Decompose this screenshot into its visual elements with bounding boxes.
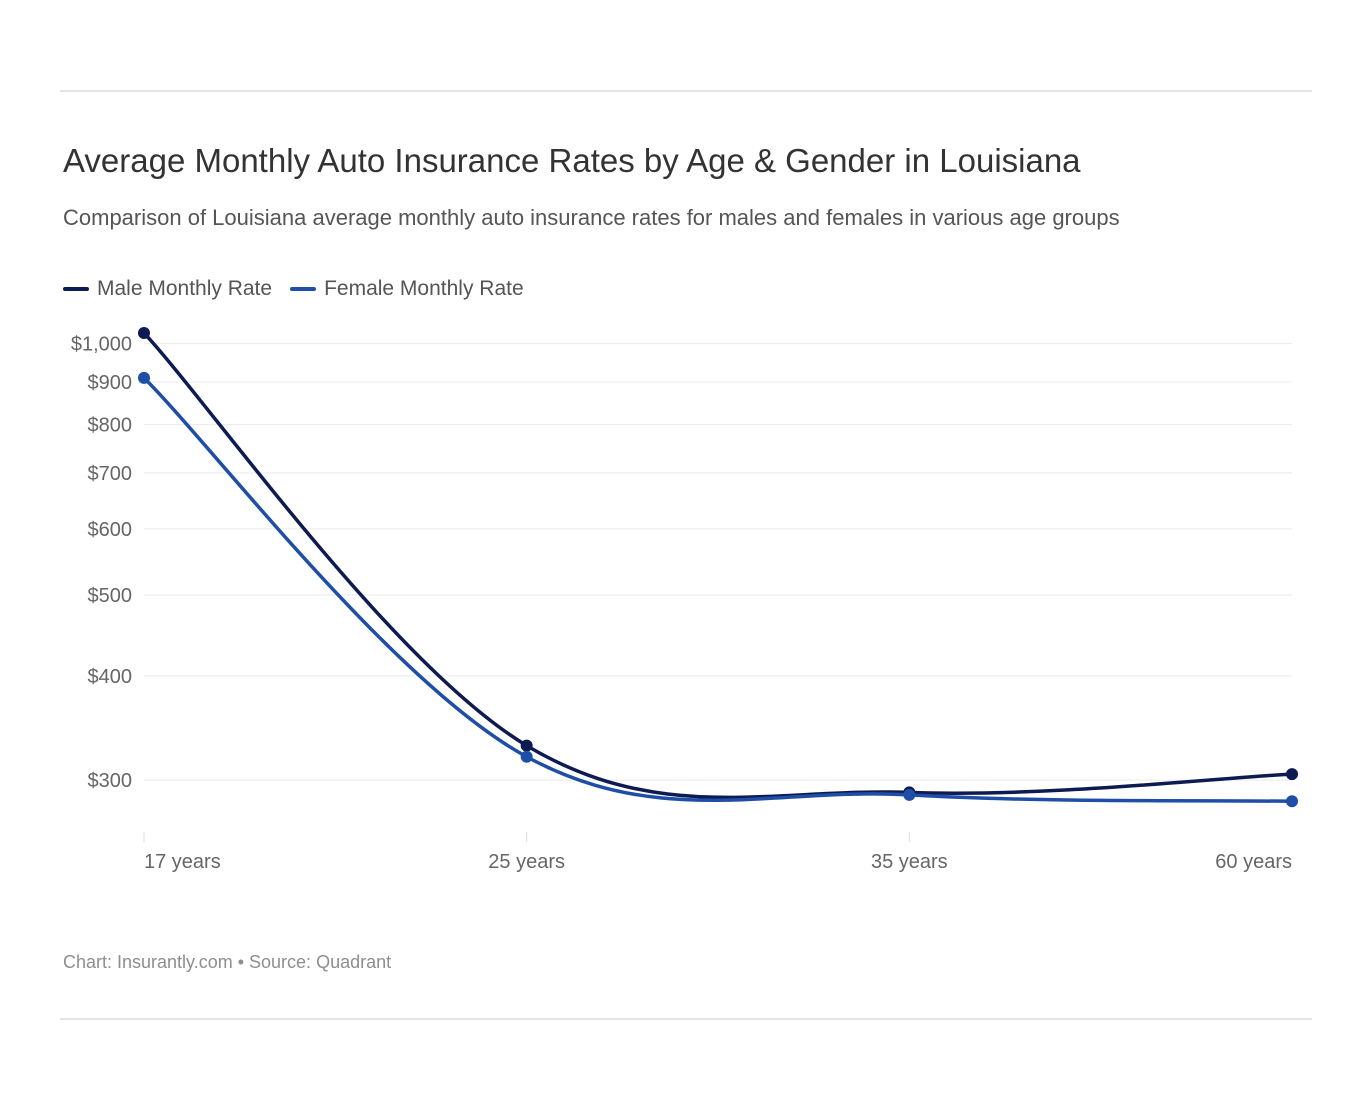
series-line (144, 378, 1292, 801)
legend-label: Male Monthly Rate (97, 277, 272, 301)
svg-text:25 years: 25 years (488, 851, 565, 873)
svg-text:$400: $400 (88, 666, 133, 688)
legend-label: Female Monthly Rate (324, 277, 524, 301)
legend-item: Female Monthly Rate (290, 277, 524, 301)
svg-text:35 years: 35 years (871, 851, 948, 873)
legend-item: Male Monthly Rate (63, 277, 272, 301)
series-point (1286, 768, 1298, 780)
series-point (138, 327, 150, 339)
svg-text:$900: $900 (88, 372, 133, 394)
chart-credits: Chart: Insurantly.com • Source: Quadrant (63, 952, 391, 973)
series-line (144, 333, 1292, 797)
chart-svg: $300 $400 $500 $600 $700 $800 $900 $1,000 17 yea… (36, 320, 1312, 880)
chart-title: Average Monthly Auto Insurance Rates by … (63, 142, 1081, 180)
series-point (1286, 795, 1298, 807)
line-chart: $300 $400 $500 $600 $700 $800 $900 $1,000 17 yea… (36, 320, 1312, 880)
svg-text:$500: $500 (88, 585, 133, 607)
svg-text:$600: $600 (88, 519, 133, 541)
legend-swatch (63, 287, 89, 291)
series-point (138, 372, 150, 384)
top-divider (60, 90, 1312, 92)
svg-text:$800: $800 (88, 415, 133, 437)
series-point (521, 740, 533, 752)
legend: Male Monthly Rate Female Monthly Rate (63, 277, 524, 301)
legend-swatch (290, 287, 316, 291)
svg-text:$1,000: $1,000 (71, 334, 132, 356)
chart-subtitle: Comparison of Louisiana average monthly … (63, 205, 1120, 231)
series-point (903, 789, 915, 801)
series-point (521, 751, 533, 763)
svg-text:60 years: 60 years (1215, 851, 1292, 873)
svg-text:17 years: 17 years (144, 851, 221, 873)
svg-text:$700: $700 (88, 463, 133, 485)
bottom-divider (60, 1018, 1312, 1020)
svg-text:$300: $300 (88, 770, 133, 792)
